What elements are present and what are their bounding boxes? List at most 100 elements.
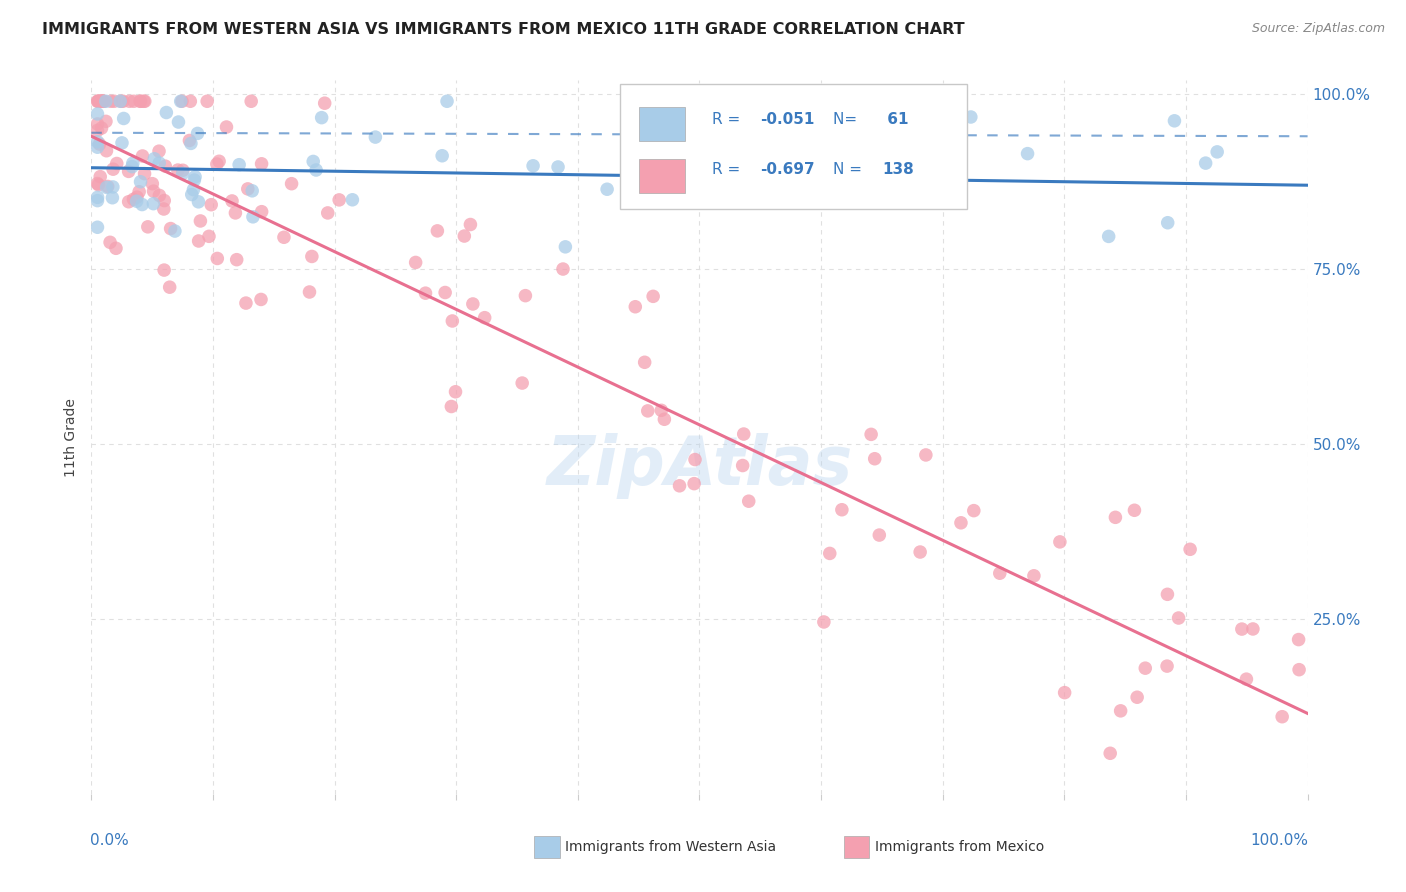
Point <box>1156 587 1178 601</box>
Point <box>1123 503 1146 517</box>
Point <box>89 137 111 152</box>
Point <box>1167 611 1189 625</box>
Bar <box>638 107 685 141</box>
Point <box>305 163 328 178</box>
Point <box>166 163 188 178</box>
Point <box>207 252 229 266</box>
Text: Source: ZipAtlas.com: Source: ZipAtlas.com <box>1251 22 1385 36</box>
Point <box>152 202 174 216</box>
Point <box>301 250 323 264</box>
Point <box>637 404 659 418</box>
Text: -0.051: -0.051 <box>761 112 814 127</box>
Point <box>131 149 153 163</box>
Point <box>104 241 127 255</box>
Point <box>440 400 463 414</box>
Text: -0.697: -0.697 <box>761 162 815 177</box>
Point <box>1236 672 1258 686</box>
Point <box>215 120 238 134</box>
Point <box>236 182 259 196</box>
Point <box>1022 569 1045 583</box>
Point <box>87 95 110 109</box>
Point <box>963 503 986 517</box>
Point <box>180 187 202 202</box>
Point <box>195 95 218 109</box>
Point <box>444 384 467 399</box>
Point <box>959 110 981 124</box>
Point <box>121 160 143 174</box>
Point <box>86 140 108 154</box>
Point <box>863 451 886 466</box>
Point <box>1049 534 1071 549</box>
Point <box>86 135 108 149</box>
Point <box>735 185 758 199</box>
Point <box>94 114 117 128</box>
Point <box>86 123 108 137</box>
Point <box>1195 156 1218 170</box>
Point <box>733 427 755 442</box>
Point <box>441 314 464 328</box>
Point <box>97 179 120 194</box>
Point <box>96 144 118 158</box>
Point <box>148 156 170 170</box>
Point <box>180 136 202 151</box>
Point <box>1109 704 1132 718</box>
Point <box>280 177 302 191</box>
Point <box>1241 622 1264 636</box>
Point <box>205 157 228 171</box>
Text: 61: 61 <box>882 112 908 127</box>
Point <box>1017 146 1039 161</box>
Point <box>187 127 209 141</box>
Point <box>461 297 484 311</box>
Point <box>848 101 870 115</box>
Point <box>90 121 112 136</box>
Point <box>111 136 134 150</box>
Point <box>668 479 690 493</box>
Point <box>183 183 205 197</box>
Point <box>1099 746 1122 760</box>
Point <box>731 458 754 473</box>
Point <box>136 219 159 234</box>
Point <box>86 194 108 208</box>
Point <box>172 166 194 180</box>
Point <box>554 240 576 254</box>
Text: 138: 138 <box>882 162 914 177</box>
Point <box>159 221 181 235</box>
Point <box>949 191 972 205</box>
Point <box>1178 542 1201 557</box>
Point <box>170 95 193 109</box>
Point <box>932 145 955 160</box>
Point <box>240 95 263 109</box>
Point <box>228 158 250 172</box>
Point <box>122 95 145 109</box>
Point <box>273 230 295 244</box>
Point <box>90 95 112 109</box>
Point <box>87 95 110 109</box>
Text: R =: R = <box>711 112 745 127</box>
Point <box>155 159 177 173</box>
Point <box>547 160 569 174</box>
Point <box>143 152 166 166</box>
Point <box>112 112 135 126</box>
Point <box>94 95 117 109</box>
Point <box>1230 622 1253 636</box>
Point <box>148 188 170 202</box>
Point <box>200 197 222 211</box>
Point <box>787 114 810 128</box>
Point <box>868 528 890 542</box>
Point <box>125 190 148 204</box>
Point <box>1156 659 1178 673</box>
Point <box>163 224 186 238</box>
Point <box>108 95 131 109</box>
Point <box>1104 510 1126 524</box>
Point <box>86 177 108 191</box>
Point <box>148 144 170 158</box>
Text: ZipAtlas: ZipAtlas <box>547 433 852 499</box>
Point <box>98 235 121 250</box>
Text: IMMIGRANTS FROM WESTERN ASIA VS IMMIGRANTS FROM MEXICO 11TH GRADE CORRELATION CH: IMMIGRANTS FROM WESTERN ASIA VS IMMIGRAN… <box>42 22 965 37</box>
Point <box>118 194 141 209</box>
Point <box>302 154 325 169</box>
Point <box>86 95 108 109</box>
Point <box>551 262 574 277</box>
Point <box>738 494 761 508</box>
Point <box>87 178 110 192</box>
